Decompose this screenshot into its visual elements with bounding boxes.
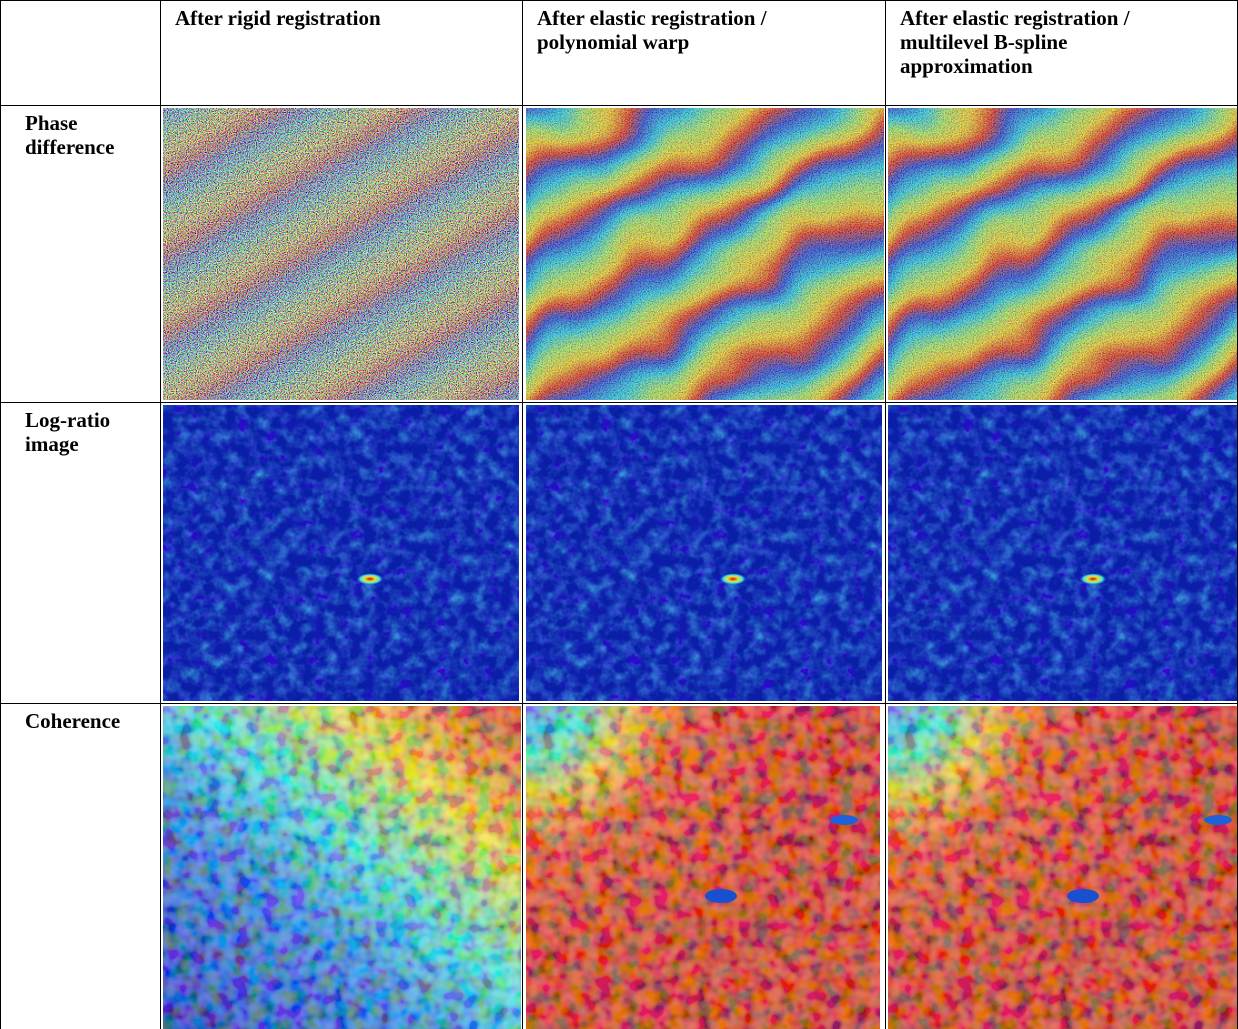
coherence-image bbox=[163, 706, 521, 1029]
column-header: After rigid registration bbox=[175, 6, 381, 30]
log-ratio-image bbox=[888, 405, 1238, 701]
row-label: Coherence bbox=[25, 709, 121, 733]
log-ratio-image bbox=[526, 405, 882, 701]
table-border bbox=[160, 0, 161, 1029]
log-ratio-image bbox=[163, 405, 519, 701]
column-header: After elastic registration / polynomial … bbox=[537, 6, 767, 54]
table-border bbox=[885, 0, 886, 1029]
table-border bbox=[0, 0, 1238, 1]
table-border bbox=[0, 0, 1, 1029]
table-border bbox=[0, 703, 1238, 704]
column-header: After elastic registration / multilevel … bbox=[900, 6, 1130, 78]
phase-image bbox=[526, 108, 884, 400]
row-label: Phase difference bbox=[25, 111, 115, 159]
table-border bbox=[0, 402, 1238, 403]
row-label: Log-ratio image bbox=[25, 408, 111, 456]
coherence-image bbox=[888, 706, 1238, 1029]
table-border bbox=[0, 105, 1238, 106]
phase-image bbox=[163, 108, 519, 400]
table-border bbox=[522, 0, 523, 1029]
phase-image bbox=[888, 108, 1238, 400]
coherence-image bbox=[526, 706, 880, 1029]
